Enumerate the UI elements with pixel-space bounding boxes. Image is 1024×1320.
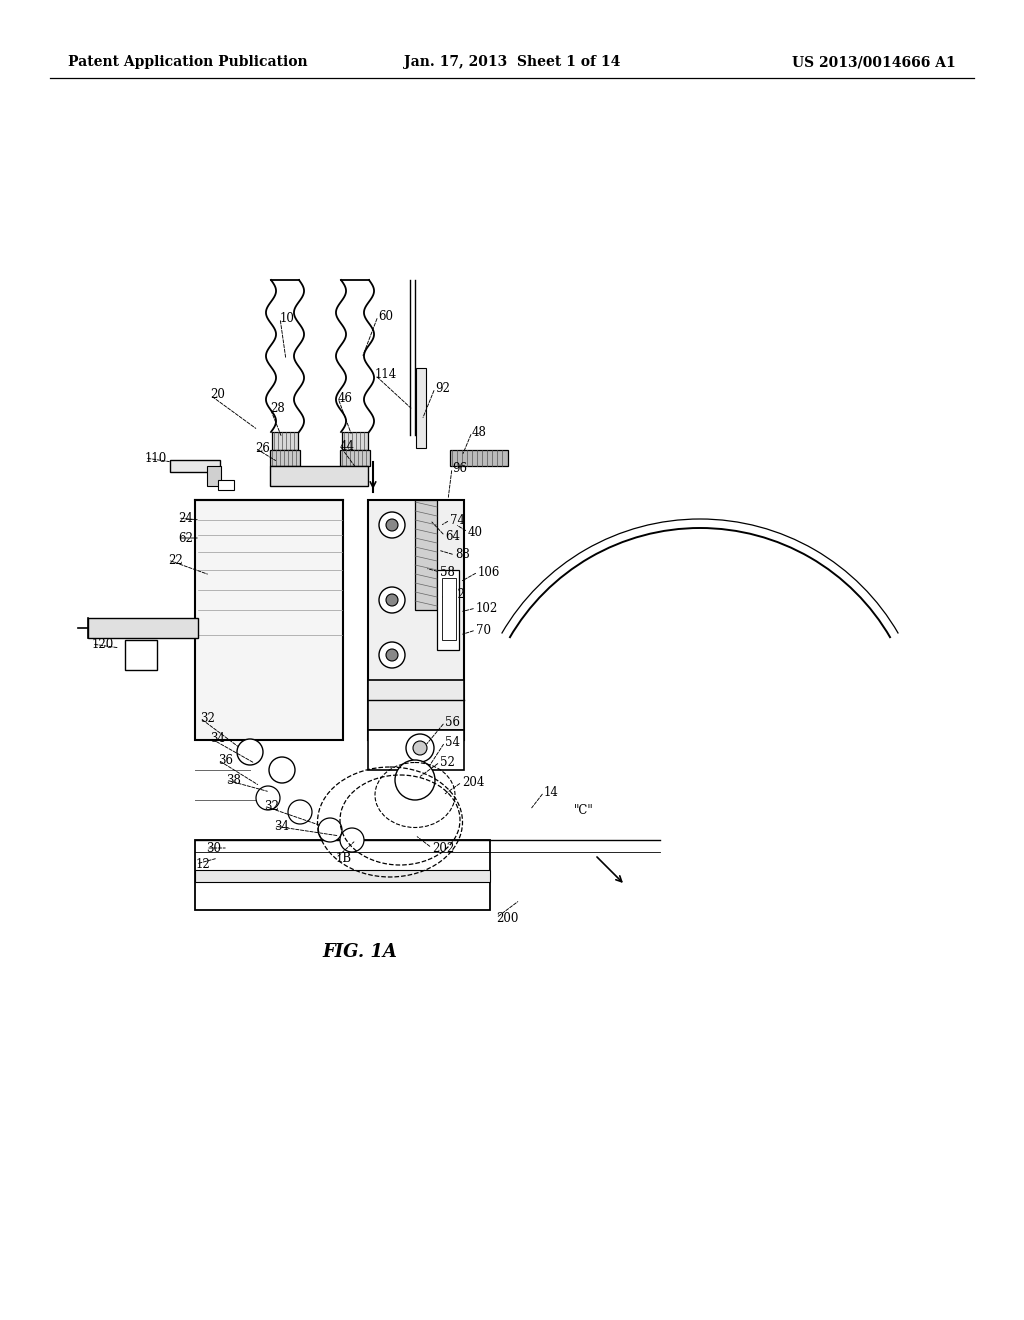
Text: 44: 44 <box>340 440 355 453</box>
Text: 34: 34 <box>210 731 225 744</box>
Text: 36: 36 <box>218 754 233 767</box>
Text: 64: 64 <box>445 529 460 543</box>
Text: 38: 38 <box>226 774 241 787</box>
Circle shape <box>269 756 295 783</box>
Circle shape <box>379 642 406 668</box>
Bar <box>218 480 234 490</box>
Circle shape <box>386 594 398 606</box>
Text: "C": "C" <box>574 804 594 817</box>
Text: 24: 24 <box>178 511 193 524</box>
Text: 62: 62 <box>178 532 193 544</box>
Bar <box>416 368 426 447</box>
Circle shape <box>318 818 342 842</box>
Circle shape <box>406 734 434 762</box>
Text: 26: 26 <box>255 441 270 454</box>
Bar <box>450 450 508 466</box>
Bar <box>195 500 343 741</box>
Text: US 2013/0014666 A1: US 2013/0014666 A1 <box>793 55 956 69</box>
Bar <box>415 500 437 610</box>
Text: 106: 106 <box>478 565 501 578</box>
Circle shape <box>413 741 427 755</box>
Text: 46: 46 <box>338 392 353 404</box>
Circle shape <box>379 512 406 539</box>
Circle shape <box>379 587 406 612</box>
Text: 202: 202 <box>432 842 455 854</box>
Circle shape <box>288 800 312 824</box>
Bar <box>195 870 490 882</box>
Text: 72: 72 <box>450 587 465 601</box>
Text: 204: 204 <box>462 776 484 788</box>
Text: 110: 110 <box>145 451 167 465</box>
Circle shape <box>237 739 263 766</box>
Text: 22: 22 <box>168 553 182 566</box>
Text: 34: 34 <box>274 820 289 833</box>
Bar <box>195 840 490 909</box>
Bar <box>272 432 298 450</box>
Text: 10: 10 <box>280 312 295 325</box>
Bar <box>270 450 300 466</box>
Circle shape <box>395 760 435 800</box>
Text: 48: 48 <box>472 425 486 438</box>
Text: Patent Application Publication: Patent Application Publication <box>68 55 307 69</box>
Text: 52: 52 <box>440 755 455 768</box>
Bar <box>340 450 370 466</box>
Bar <box>368 500 464 741</box>
Text: 120: 120 <box>92 638 115 651</box>
Text: 54: 54 <box>445 735 460 748</box>
Bar <box>368 680 464 730</box>
Text: 1B: 1B <box>336 851 352 865</box>
Text: 88: 88 <box>455 549 470 561</box>
Text: 32: 32 <box>264 800 279 813</box>
Text: 60: 60 <box>378 309 393 322</box>
Text: 28: 28 <box>270 401 285 414</box>
Text: 40: 40 <box>468 525 483 539</box>
Text: 96: 96 <box>452 462 467 474</box>
Text: 102: 102 <box>476 602 499 615</box>
Circle shape <box>386 649 398 661</box>
Text: 92: 92 <box>435 381 450 395</box>
Bar <box>88 618 198 638</box>
Text: Jan. 17, 2013  Sheet 1 of 14: Jan. 17, 2013 Sheet 1 of 14 <box>403 55 621 69</box>
Text: FIG. 1A: FIG. 1A <box>323 942 397 961</box>
Text: 70: 70 <box>476 623 490 636</box>
Circle shape <box>386 519 398 531</box>
Bar <box>125 640 157 671</box>
Bar <box>442 578 456 640</box>
Text: 200: 200 <box>496 912 518 924</box>
Text: 14: 14 <box>544 785 559 799</box>
Text: 58: 58 <box>440 565 455 578</box>
Bar <box>437 570 459 649</box>
Text: 20: 20 <box>210 388 225 401</box>
Bar <box>207 466 221 486</box>
Text: 114: 114 <box>375 368 397 381</box>
Circle shape <box>256 785 280 810</box>
Text: 12: 12 <box>196 858 211 870</box>
Text: 30: 30 <box>206 842 221 854</box>
Text: 74: 74 <box>450 513 465 527</box>
Text: 32: 32 <box>200 711 215 725</box>
Bar <box>342 432 368 450</box>
Text: 56: 56 <box>445 715 460 729</box>
Bar <box>270 466 368 486</box>
Bar <box>170 459 220 473</box>
Bar <box>368 730 464 770</box>
Circle shape <box>340 828 364 851</box>
